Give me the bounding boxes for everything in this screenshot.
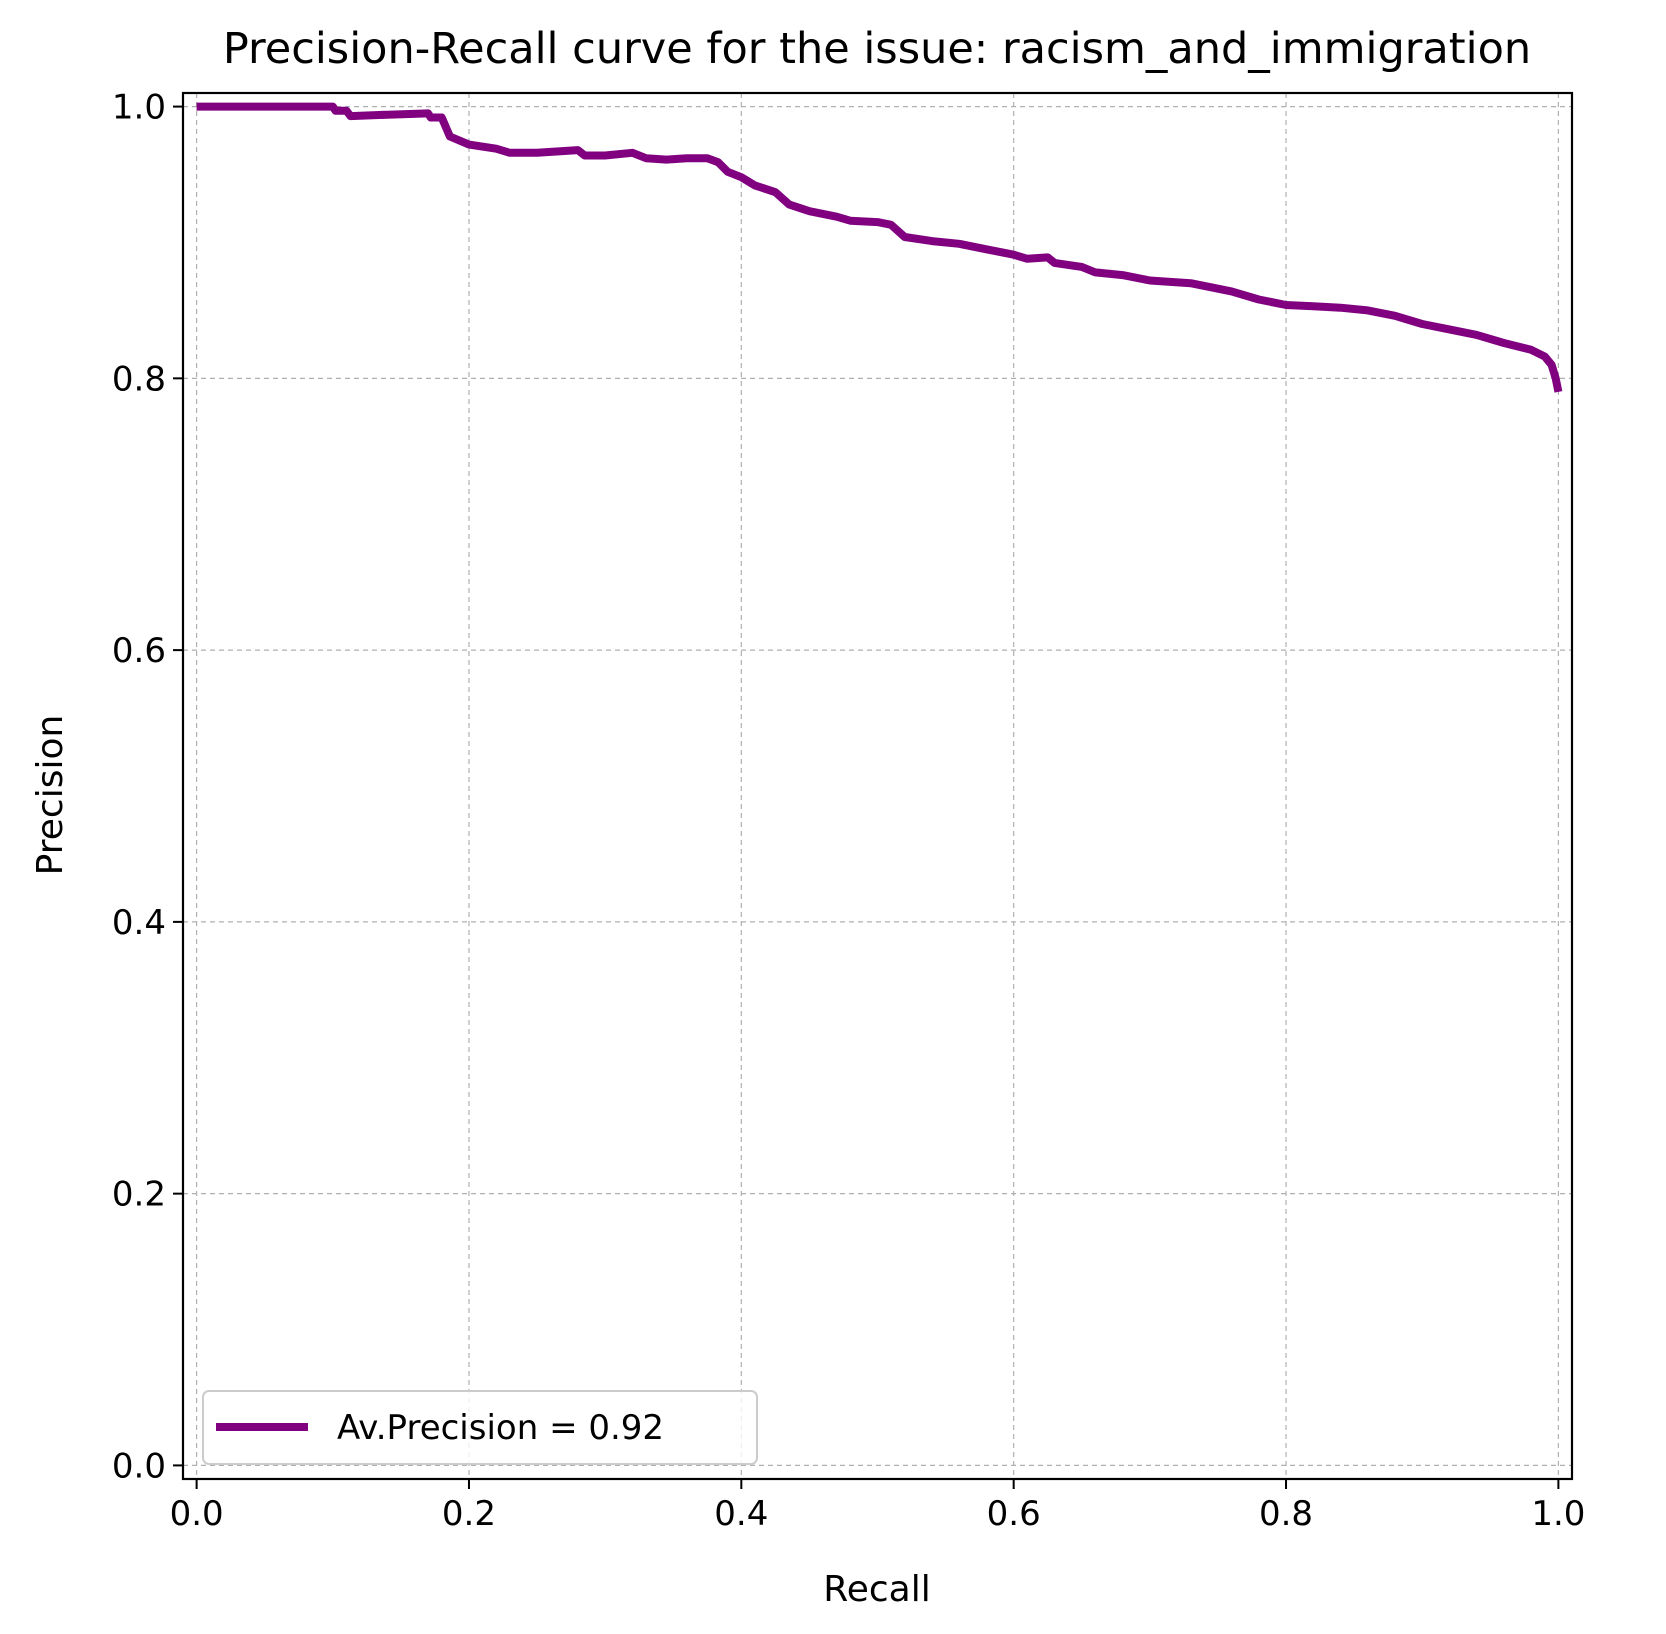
y-tick-label: 0.4: [112, 903, 166, 943]
y-tick-label: 0.0: [112, 1446, 166, 1486]
x-tick-label: 0.2: [442, 1494, 496, 1534]
y-tick-label: 1.0: [112, 88, 166, 128]
x-tick-label: 1.0: [1531, 1494, 1585, 1534]
grid: [183, 93, 1572, 1479]
x-tick-label: 0.6: [987, 1494, 1041, 1534]
x-tick-label: 0.0: [170, 1494, 224, 1534]
y-axis-label: Precision: [30, 715, 71, 876]
chart-title: Precision-Recall curve for the issue: ra…: [223, 24, 1531, 74]
y-tick-label: 0.2: [112, 1175, 166, 1215]
legend: Av.Precision = 0.92: [202, 1390, 758, 1465]
y-tick-label: 0.8: [112, 359, 166, 399]
x-axis-label: Recall: [823, 1569, 930, 1610]
x-tick-label: 0.4: [714, 1494, 768, 1534]
x-tick-label: 0.8: [1259, 1494, 1313, 1534]
ticks: 0.0 0.2 0.4 0.6 0.8 1.0 0.0 0.2 0.4 0.6 0.8 1.0: [112, 88, 1585, 1534]
legend-label: Av.Precision = 0.92: [337, 1408, 664, 1448]
legend-frame: [202, 1390, 758, 1465]
y-tick-label: 0.6: [112, 631, 166, 671]
series-layer: [196, 102, 1563, 393]
series-line: [196, 102, 1563, 393]
axes-frame: [181, 91, 1574, 1481]
